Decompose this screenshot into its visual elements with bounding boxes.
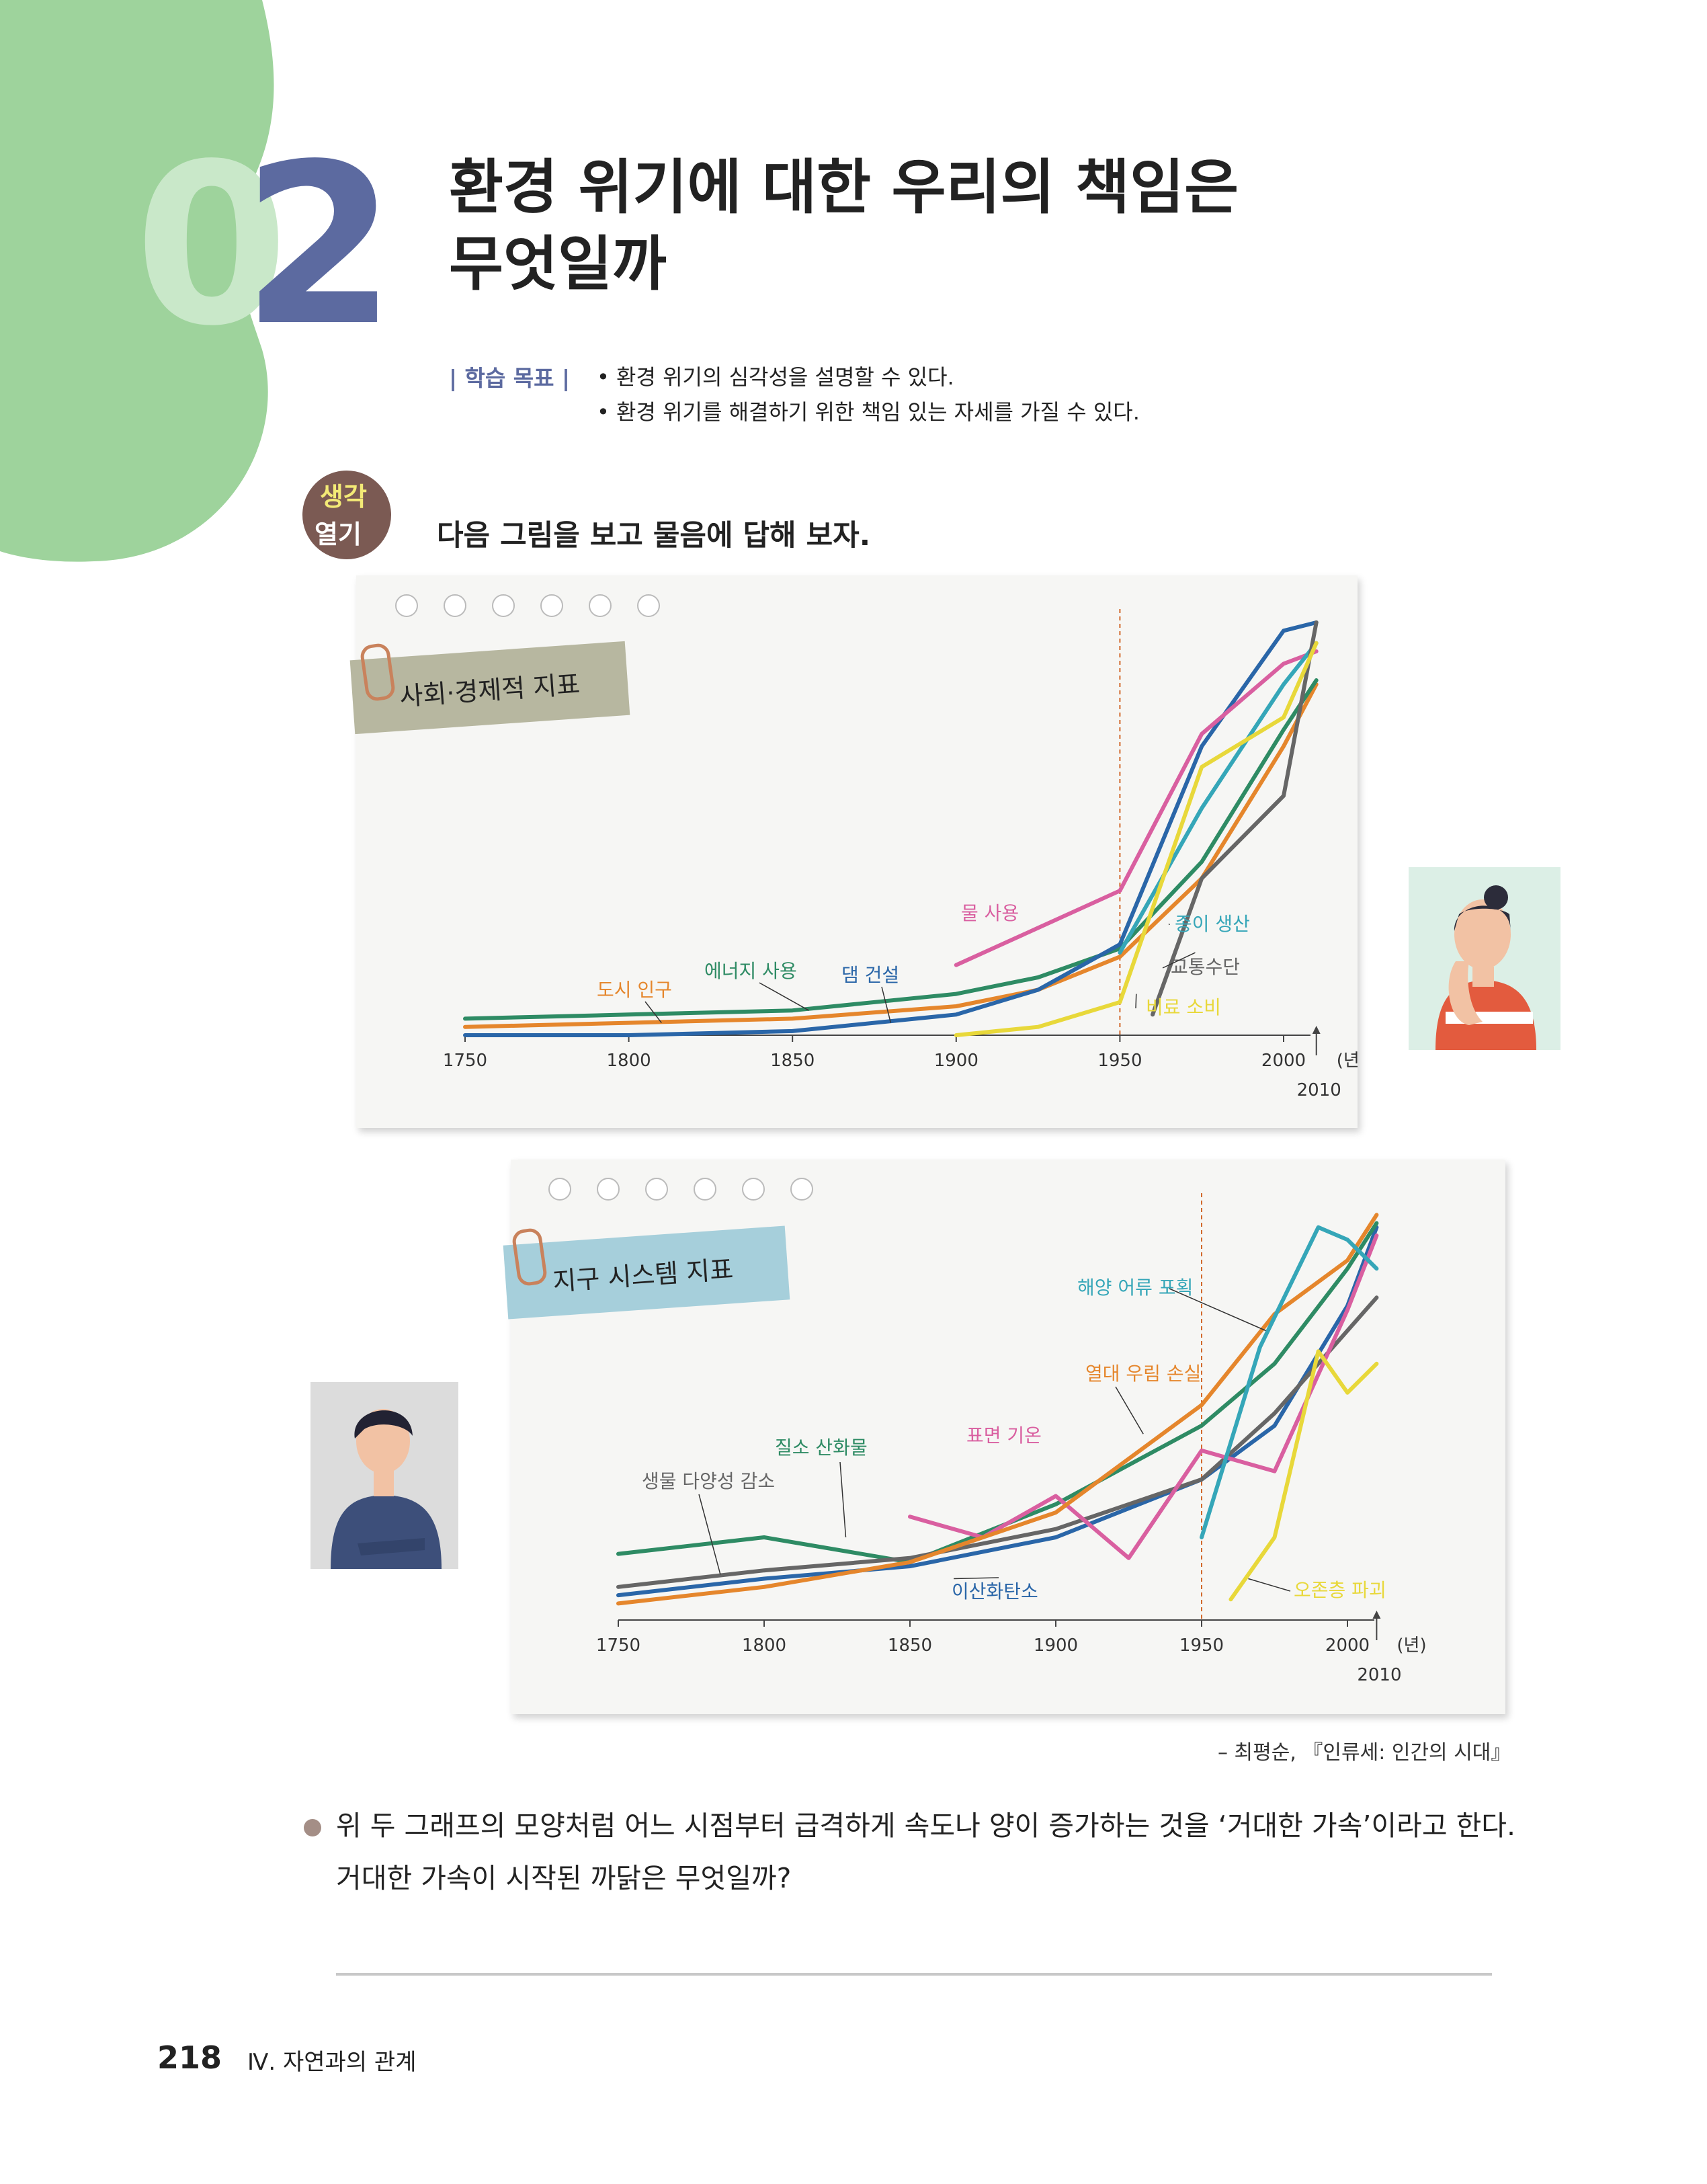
- source-citation: – 최평순, 『인류세: 인간의 시대』: [1218, 1741, 1511, 1765]
- lesson-title: 환경 위기에 대한 우리의 책임은 무엇일까: [449, 149, 1239, 303]
- opening-badge: [302, 471, 391, 559]
- paper-hole: [597, 1178, 620, 1201]
- series-line-6: [1200, 1225, 1379, 1539]
- series-line-2: [463, 678, 1319, 1021]
- series-label-7: 비료 소비: [1146, 996, 1221, 1018]
- chart1-plot: 1750 1800 1850 1900 1950 2000 2010 (년) 도시 인구 에너지 …: [443, 609, 1358, 1100]
- series-label-1: 도시 인구: [597, 979, 672, 1001]
- series-label-2: 에너지 사용: [704, 960, 797, 982]
- series-leader-7: [1248, 1578, 1291, 1592]
- series-label-6: 해양 어류 포획: [1077, 1277, 1193, 1299]
- x2010-arrow-icon: [1372, 1611, 1381, 1619]
- girl-figure-icon: [1405, 858, 1548, 1050]
- x-unit-label: (년): [1337, 1051, 1358, 1071]
- lesson-number-two: 2: [242, 116, 397, 374]
- series-line-3: [616, 1295, 1379, 1589]
- series-line-1: [616, 1225, 1379, 1598]
- series-leader-6: [1162, 952, 1196, 969]
- x-unit-label: (년): [1397, 1635, 1426, 1656]
- green-blob-decoration: [0, 0, 274, 562]
- x-end-label: 2010: [1297, 1080, 1341, 1100]
- x-end-label: 2010: [1357, 1665, 1401, 1685]
- paper-hole: [694, 1178, 716, 1201]
- opening-prompt: 다음 그림을 보고 물음에 답해 보자.: [437, 519, 871, 553]
- x-tick-label: 2000: [1325, 1635, 1370, 1656]
- girl-illustration: [1405, 858, 1560, 1050]
- paper-hole: [492, 594, 515, 617]
- learning-goal-1: • 환경 위기의 심각성을 설명할 수 있다.: [597, 364, 954, 390]
- series-leader-1: [954, 1577, 999, 1580]
- answer-line: [336, 1973, 1492, 1976]
- chapter-title: Ⅳ. 자연과의 관계: [247, 2049, 417, 2076]
- paper-hole: [637, 594, 660, 617]
- series-line-3: [463, 620, 1319, 1037]
- chart2-plot: 1750 1800 1850 1900 1950 2000 2010 (년) 이산화탄소 질소 산…: [596, 1193, 1427, 1685]
- x-tick-label: 1800: [607, 1051, 651, 1071]
- series-leader-3: [881, 986, 892, 1023]
- question-line1: 위 두 그래프의 모양처럼 어느 시점부터 급격하게 속도나 양이 증가하는 것…: [336, 1810, 1516, 1842]
- x-tick-label: 1900: [934, 1051, 979, 1071]
- paper-hole: [540, 594, 563, 617]
- learning-goal-2: • 환경 위기를 해결하기 위한 책임 있는 자세를 가질 수 있다.: [597, 399, 1140, 425]
- x-tick-label: 1950: [1097, 1051, 1142, 1071]
- x-tick-label: 1850: [770, 1051, 815, 1071]
- series-label-7: 오존층 파괴: [1294, 1579, 1386, 1601]
- lesson-title-line1: 환경 위기에 대한 우리의 책임은: [449, 153, 1239, 222]
- x-tick-label: 1950: [1179, 1635, 1224, 1656]
- x2010-arrow-icon: [1312, 1026, 1321, 1034]
- series-line-4: [908, 1233, 1379, 1560]
- series-label-6: 교통수단: [1171, 956, 1240, 978]
- x-tick-label: 2000: [1261, 1051, 1306, 1071]
- series-leader-6: [1169, 1288, 1266, 1332]
- opening-badge-line2: 열기: [315, 520, 362, 549]
- series-label-5: 열대 우림 손실: [1085, 1363, 1201, 1385]
- paper-hole: [395, 594, 418, 617]
- paper-hole: [790, 1178, 813, 1201]
- x-tick-label: 1850: [888, 1635, 932, 1656]
- series-line-2: [616, 1221, 1379, 1564]
- lesson-title-line2: 무엇일까: [449, 229, 667, 299]
- lesson-number-zero: 0: [134, 116, 289, 374]
- x-tick-label: 1900: [1034, 1635, 1078, 1656]
- series-label-3: 댐 건설: [841, 964, 899, 986]
- series-label-3: 생물 다양성 감소: [642, 1470, 775, 1492]
- series-leader-2: [759, 982, 809, 1011]
- opening-badge-line1: 생각: [320, 482, 367, 512]
- learning-goals-label: | 학습 목표 |: [449, 365, 571, 391]
- paper-hole: [589, 594, 612, 617]
- series-line-7: [954, 641, 1319, 1037]
- boy-illustration: [305, 1373, 464, 1569]
- series-label-4: 표면 기온: [966, 1424, 1042, 1447]
- series-line-5: [616, 1213, 1379, 1606]
- x-tick-label: 1800: [742, 1635, 786, 1656]
- paper-hole: [548, 1178, 571, 1201]
- x-tick-label: 1750: [443, 1051, 487, 1071]
- series-label-5: 종이 생산: [1175, 913, 1250, 935]
- series-label-4: 물 사용: [961, 902, 1019, 924]
- chart1-holes: [395, 594, 660, 617]
- series-label-2: 질소 산화물: [775, 1437, 868, 1459]
- series-leader-5: [1115, 1386, 1144, 1434]
- series-line-5: [1118, 641, 1319, 955]
- chart2-holes: [548, 1178, 813, 1201]
- series-leader-2: [839, 1461, 847, 1538]
- boy-figure-icon: [305, 1373, 464, 1569]
- series-line-7: [1229, 1349, 1379, 1602]
- paper-hole: [444, 594, 466, 617]
- paper-hole: [645, 1178, 668, 1201]
- paper-hole: [742, 1178, 765, 1201]
- x-tick-label: 1750: [596, 1635, 640, 1656]
- series-line-4: [954, 649, 1319, 967]
- question-bullet-icon: [304, 1819, 321, 1836]
- question-line2: 거대한 가속이 시작된 까닭은 무엇일까?: [336, 1861, 792, 1894]
- series-leader-3: [698, 1494, 721, 1575]
- question-text: 위 두 그래프의 모양처럼 어느 시점부터 급격하게 속도나 양이 증가하는 것…: [336, 1800, 1519, 1905]
- page-number: 218: [157, 2039, 222, 2076]
- series-label-1: 이산화탄소: [952, 1580, 1038, 1603]
- series-line-6: [1151, 620, 1319, 1017]
- series-leader-1: [644, 1001, 662, 1024]
